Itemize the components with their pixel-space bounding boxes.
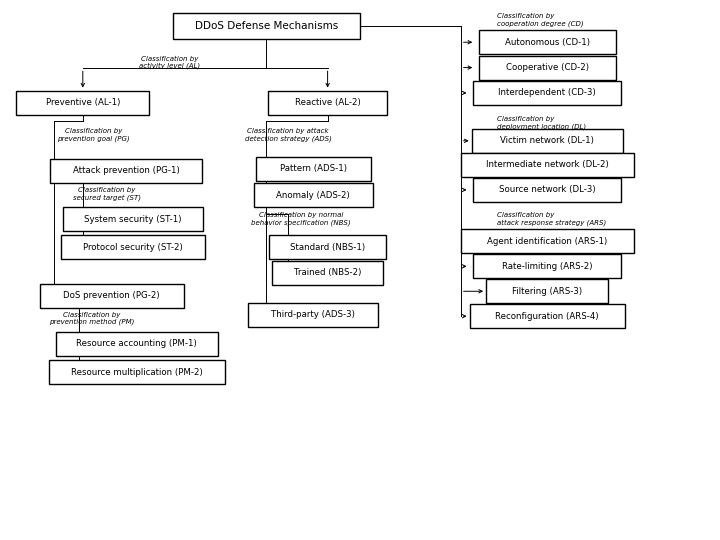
Text: Classification by normal
behavior specification (NBS): Classification by normal behavior specif… [251, 212, 351, 226]
Bar [461, 230, 634, 253]
Bar [268, 91, 387, 114]
Bar [49, 360, 225, 384]
Text: Pattern (ADS-1): Pattern (ADS-1) [279, 165, 347, 173]
Text: Agent identification (ARS-1): Agent identification (ARS-1) [487, 237, 608, 246]
Bar [472, 129, 623, 153]
Bar [253, 183, 373, 207]
Bar [272, 261, 383, 285]
Text: Preventive (AL-1): Preventive (AL-1) [45, 98, 120, 107]
Text: Intermediate network (DL-2): Intermediate network (DL-2) [486, 160, 608, 170]
Bar [474, 81, 621, 105]
Text: Third-party (ADS-3): Third-party (ADS-3) [271, 310, 355, 319]
Bar [461, 153, 634, 177]
Text: Trained (NBS-2): Trained (NBS-2) [294, 268, 361, 277]
Text: Attack prevention (PG-1): Attack prevention (PG-1) [73, 166, 179, 176]
Text: Source network (DL-3): Source network (DL-3) [499, 185, 595, 194]
Text: Protocol security (ST-2): Protocol security (ST-2) [84, 243, 183, 252]
Text: Anomaly (ADS-2): Anomaly (ADS-2) [276, 191, 350, 200]
Bar [256, 157, 371, 181]
Text: Classification by
prevention method (PM): Classification by prevention method (PM) [50, 312, 135, 326]
Text: Reconfiguration (ARS-4): Reconfiguration (ARS-4) [495, 312, 599, 321]
Bar [40, 284, 184, 308]
Text: Autonomous (CD-1): Autonomous (CD-1) [505, 38, 590, 47]
Bar [474, 254, 621, 279]
Bar [269, 235, 386, 260]
Text: Interdependent (CD-3): Interdependent (CD-3) [498, 89, 596, 97]
Text: DDoS Defense Mechanisms: DDoS Defense Mechanisms [195, 21, 338, 31]
Text: Classification by
prevention goal (PG): Classification by prevention goal (PG) [58, 128, 130, 141]
Text: Cooperative (CD-2): Cooperative (CD-2) [505, 63, 589, 72]
Bar [50, 159, 202, 183]
Bar [63, 207, 203, 231]
Bar [479, 30, 616, 55]
Text: DoS prevention (PG-2): DoS prevention (PG-2) [63, 291, 160, 300]
Text: Classification by
deployment location (DL): Classification by deployment location (D… [497, 116, 586, 130]
Text: Classification by attack
detection strategy (ADS): Classification by attack detection strat… [245, 128, 331, 141]
Bar [474, 178, 621, 202]
Text: Resource multiplication (PM-2): Resource multiplication (PM-2) [71, 368, 202, 376]
Text: Rate-limiting (ARS-2): Rate-limiting (ARS-2) [502, 262, 593, 271]
Bar [486, 279, 608, 303]
Bar [248, 302, 378, 327]
Bar [479, 56, 616, 80]
Text: Classification by
attack response strategy (ARS): Classification by attack response strate… [497, 212, 606, 226]
Bar [469, 304, 624, 328]
Text: Classification by
cooperation degree (CD): Classification by cooperation degree (CD… [497, 14, 583, 27]
Text: Filtering (ARS-3): Filtering (ARS-3) [512, 287, 582, 296]
Text: Classification by
secured target (ST): Classification by secured target (ST) [73, 187, 140, 201]
Bar [17, 91, 150, 114]
Bar [173, 13, 360, 39]
Text: Classification by
activity level (AL): Classification by activity level (AL) [139, 56, 199, 69]
Bar [56, 332, 217, 356]
Text: System security (ST-1): System security (ST-1) [84, 215, 182, 224]
Text: Victim network (DL-1): Victim network (DL-1) [500, 136, 594, 145]
Bar [61, 235, 205, 260]
Text: Resource accounting (PM-1): Resource accounting (PM-1) [76, 340, 197, 348]
Text: Reactive (AL-2): Reactive (AL-2) [294, 98, 361, 107]
Text: Figure 2: Taxonomy of DDo.S Defense Mechanisms: Figure 2: Taxonomy of DDo.S Defense Mech… [22, 469, 535, 487]
Text: Standard (NBS-1): Standard (NBS-1) [290, 243, 365, 252]
